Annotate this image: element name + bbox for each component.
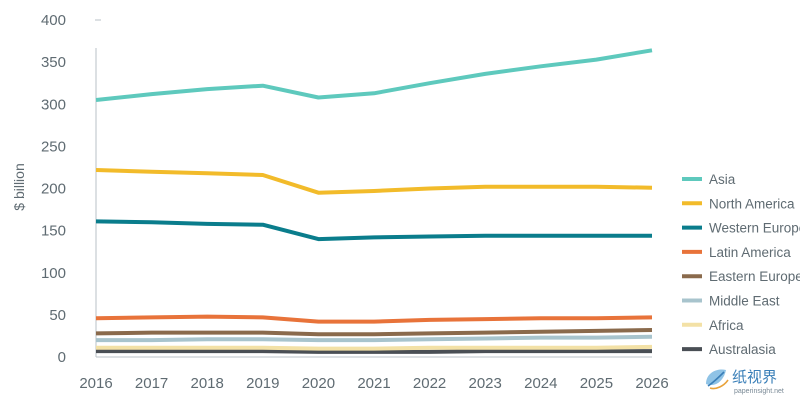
y-tick-label: 150 bbox=[41, 223, 66, 240]
legend-label: Eastern Europe bbox=[709, 269, 800, 284]
x-tick-label: 2019 bbox=[246, 375, 279, 392]
x-tick-label: 2021 bbox=[357, 375, 390, 392]
legend-label: Asia bbox=[709, 172, 736, 187]
leaf-logo-icon bbox=[706, 369, 729, 390]
legend-label: Africa bbox=[709, 318, 744, 333]
series-line-middle-east bbox=[96, 334, 653, 343]
y-tick-label: 0 bbox=[58, 349, 66, 366]
legend-item: North America bbox=[682, 196, 795, 211]
brand-site: paperinsight.net bbox=[734, 388, 784, 395]
series-line-australasia bbox=[96, 349, 652, 354]
series-line-latin-america bbox=[95, 314, 653, 324]
series-lines bbox=[95, 48, 653, 354]
x-tick-label: 2025 bbox=[580, 375, 613, 392]
legend-item: Africa bbox=[682, 318, 744, 333]
legend-item: Latin America bbox=[682, 245, 791, 260]
y-tick-label: 300 bbox=[41, 96, 66, 113]
brand-logo: 纸视界 paperinsight.net bbox=[706, 368, 784, 395]
legend-label: Australasia bbox=[709, 342, 776, 357]
y-tick-label: 200 bbox=[41, 181, 66, 198]
y-tick-label: 350 bbox=[41, 54, 66, 71]
y-tick-label: 250 bbox=[41, 138, 66, 155]
x-tick-label: 2024 bbox=[524, 375, 557, 392]
y-tick-label: 100 bbox=[41, 265, 66, 282]
x-tick-label: 2026 bbox=[635, 375, 668, 392]
legend-item: Western Europe bbox=[682, 221, 800, 236]
legend-item: Australasia bbox=[682, 342, 776, 357]
series-line-asia bbox=[95, 48, 653, 102]
series-line-africa bbox=[96, 344, 653, 351]
axes: 0 50 100 150 200 250 300 350 400 2016 2017 2018 2019… bbox=[41, 12, 669, 392]
legend-item: Middle East bbox=[682, 294, 780, 309]
series-line-north-america bbox=[95, 168, 653, 195]
x-tick-label: 2022 bbox=[413, 375, 446, 392]
series-line-eastern-europe bbox=[95, 328, 653, 337]
legend-item: Asia bbox=[682, 172, 736, 187]
y-axis-title: $ billion bbox=[11, 163, 27, 210]
brand-watermark: 纸视界 paperinsight.net bbox=[700, 362, 800, 398]
series-line-western-europe bbox=[95, 219, 652, 242]
legend-label: Latin America bbox=[709, 245, 791, 260]
y-tick-label: 400 bbox=[41, 12, 66, 29]
x-tick-label: 2016 bbox=[79, 375, 112, 392]
x-tick-label: 2020 bbox=[302, 375, 335, 392]
legend-label: North America bbox=[709, 196, 795, 211]
legend-label: Western Europe bbox=[709, 221, 800, 236]
legend-item: Eastern Europe bbox=[682, 269, 800, 284]
x-tick-label: 2023 bbox=[469, 375, 502, 392]
legend: Asia North America Western Europe Latin Ame… bbox=[682, 172, 800, 357]
brand-name: 纸视界 bbox=[732, 368, 777, 386]
y-tick-label: 50 bbox=[49, 307, 66, 324]
x-tick-label: 2018 bbox=[191, 375, 224, 392]
legend-label: Middle East bbox=[709, 294, 780, 309]
x-tick-label: 2017 bbox=[135, 375, 168, 392]
